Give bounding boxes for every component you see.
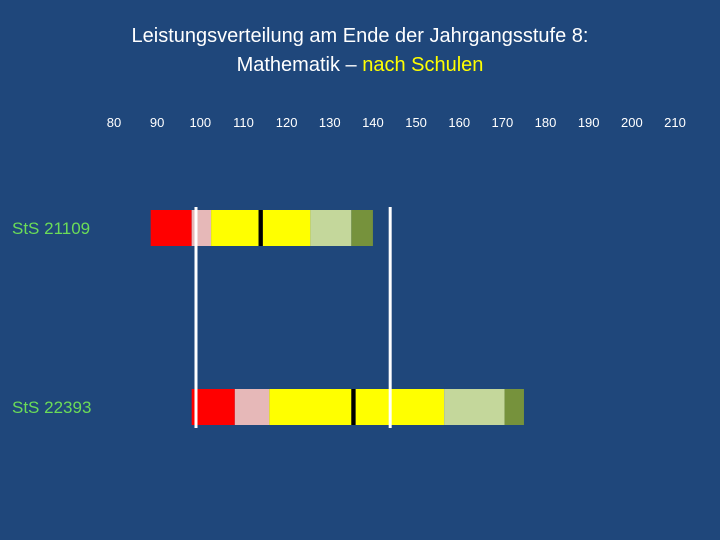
bar-segment (310, 210, 352, 246)
chart-title: Leistungsverteilung am Ende der Jahrgang… (0, 22, 720, 80)
bar-segment (355, 389, 445, 425)
bar-segment (504, 389, 524, 425)
bar-segment (234, 389, 270, 425)
title-line-2: Mathematik – nach Schulen (0, 51, 720, 80)
x-tick-label: 110 (233, 115, 254, 130)
x-tick-label: 80 (107, 115, 121, 130)
bar-segment (150, 210, 192, 246)
row-label: StS 21109 (12, 219, 90, 238)
x-tick-label: 140 (362, 115, 384, 130)
x-tick-label: 210 (664, 115, 686, 130)
bar-segment (191, 389, 235, 425)
x-tick-label: 90 (150, 115, 164, 130)
x-tick-label: 130 (319, 115, 341, 130)
bar-segment (262, 210, 311, 246)
bar-segment (444, 389, 505, 425)
title-line-1: Leistungsverteilung am Ende der Jahrgang… (131, 25, 589, 47)
bar-segment (351, 389, 356, 425)
x-tick-label: 160 (448, 115, 470, 130)
row-label: StS 22393 (12, 398, 91, 417)
title-line-2-prefix: Mathematik – (236, 54, 363, 76)
x-tick-label: 190 (578, 115, 600, 130)
x-tick-label: 150 (405, 115, 427, 130)
bar-segment (269, 389, 352, 425)
title-highlight: nach Schulen (362, 54, 484, 76)
x-tick-label: 180 (535, 115, 557, 130)
x-tick-label: 200 (621, 115, 643, 130)
bar-segment (258, 210, 263, 246)
x-tick-label: 120 (276, 115, 298, 130)
bar-segment (351, 210, 373, 246)
bar-segment (211, 210, 259, 246)
x-tick-label: 100 (189, 115, 211, 130)
x-tick-label: 170 (492, 115, 514, 130)
